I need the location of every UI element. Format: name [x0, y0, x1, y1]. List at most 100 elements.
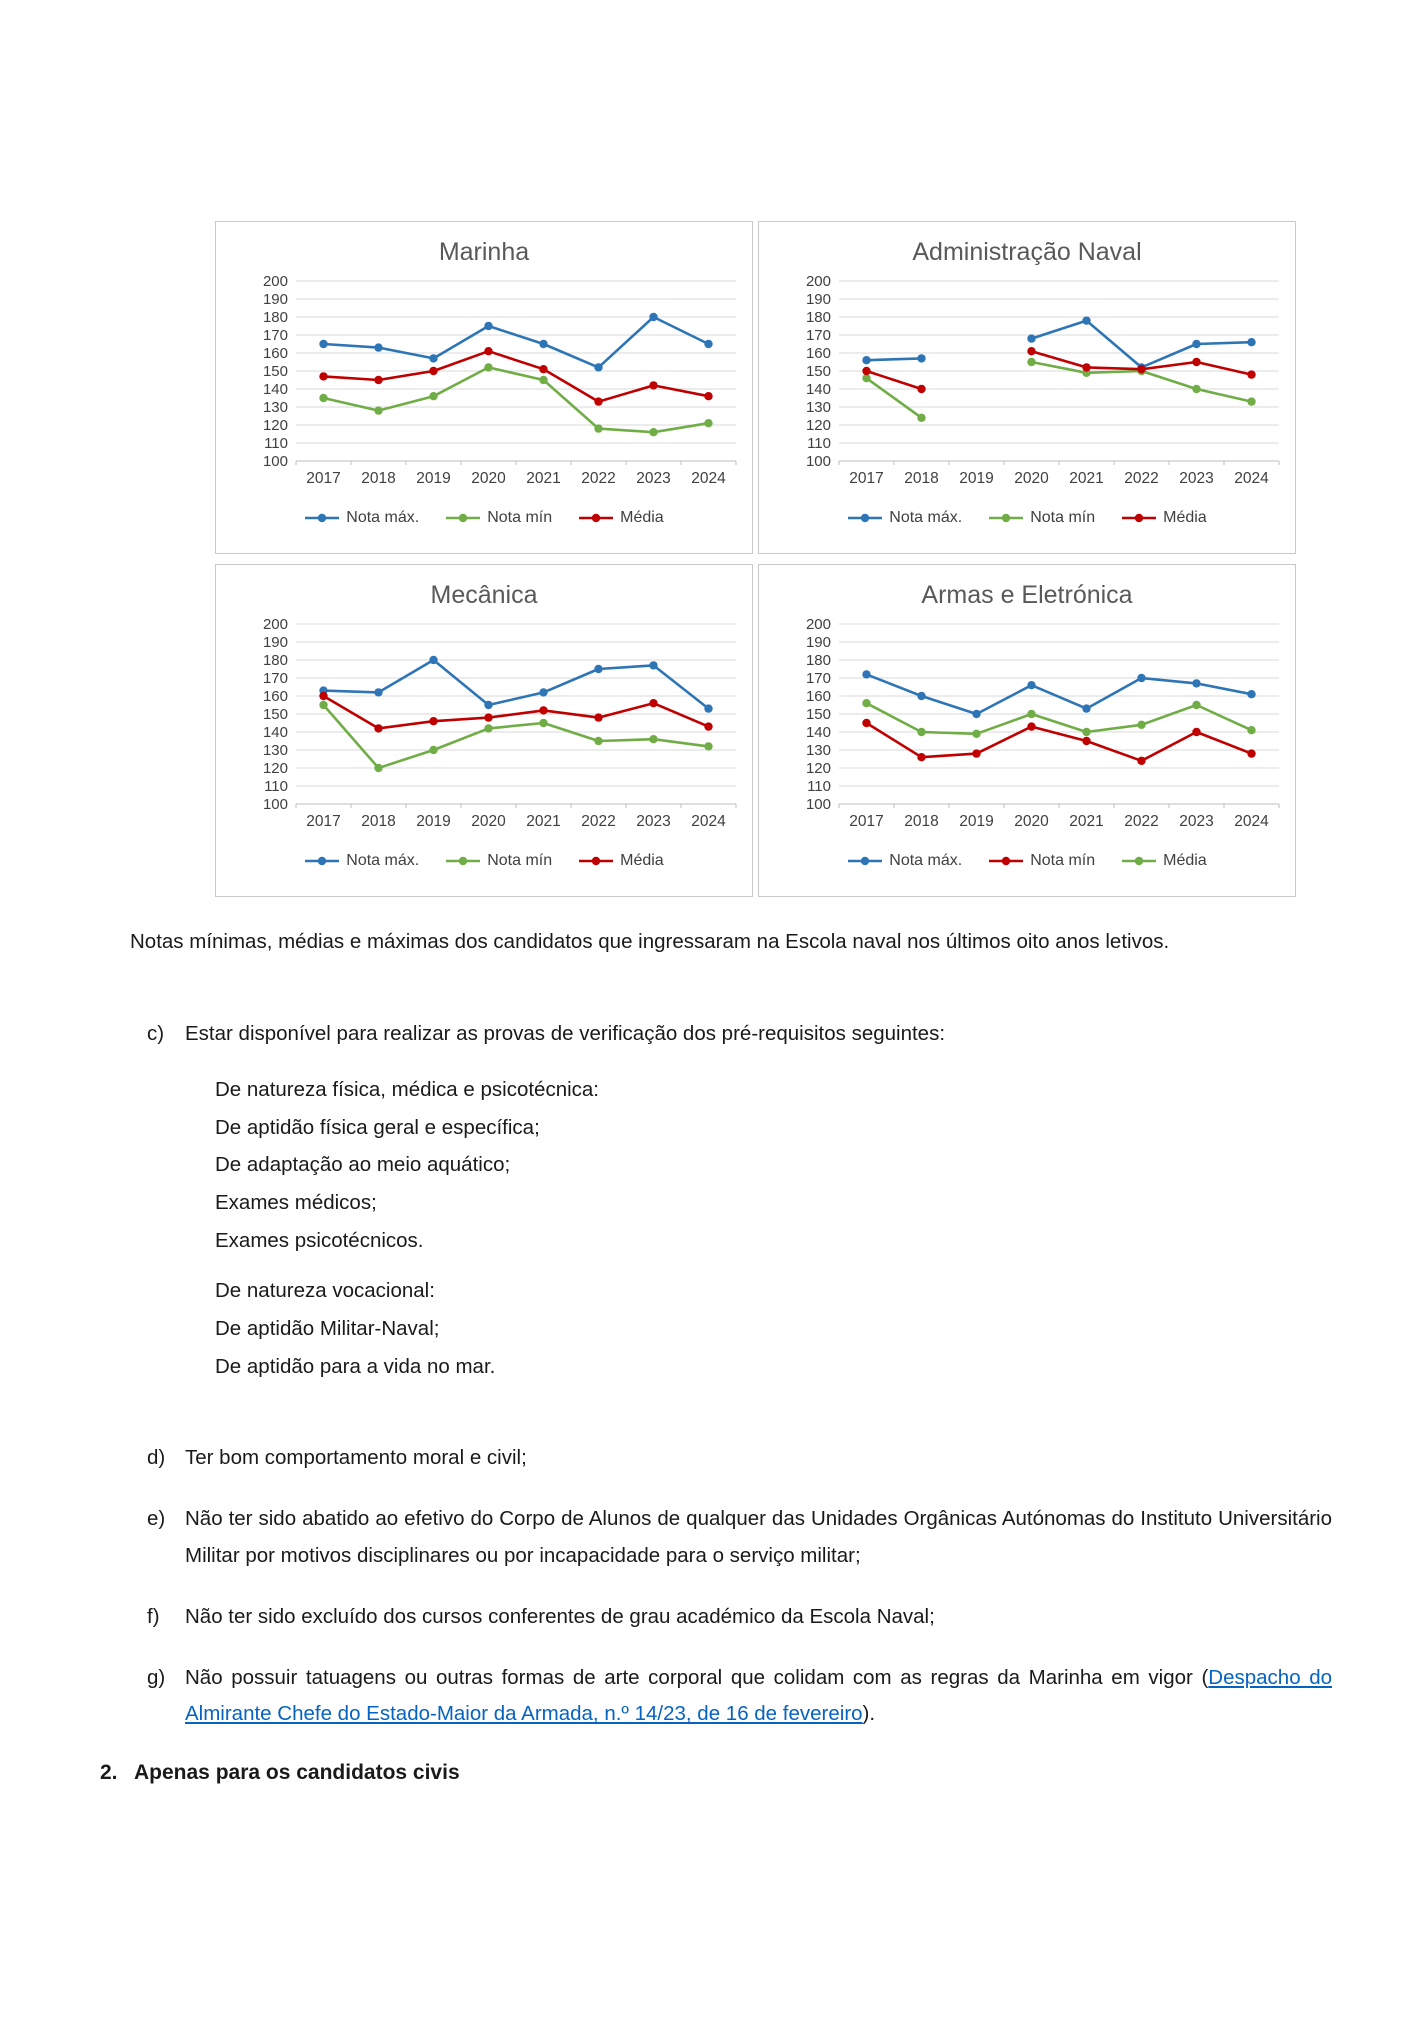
legend-label: Nota máx.	[346, 509, 420, 526]
legend-marker-icon	[305, 513, 340, 523]
legend-marker-icon	[1122, 856, 1157, 866]
svg-text:110: 110	[264, 435, 288, 452]
svg-text:140: 140	[263, 724, 288, 741]
item-text: Não possuir tatuagens ou outras formas d…	[185, 1660, 1332, 1734]
chart-plot: 100 110 120 130 140 150 160 170 180 190 200 2017 201…	[759, 269, 1295, 503]
chart-panel-armas-eletronica: Armas e Eletrónica 100 110 120 130 140 150 160…	[758, 564, 1296, 897]
legend-item: Nota mín	[445, 509, 552, 527]
svg-text:200: 200	[263, 616, 288, 633]
sub-item: De natureza vocacional:	[215, 1279, 435, 1303]
legend-label: Média	[1163, 852, 1207, 869]
item-label: c)	[147, 1021, 165, 1045]
svg-text:2019: 2019	[416, 470, 450, 487]
svg-text:190: 190	[806, 634, 831, 651]
svg-text:100: 100	[263, 453, 288, 470]
item-label: g)	[147, 1665, 166, 1689]
legend-marker-icon	[579, 856, 614, 866]
svg-text:200: 200	[806, 273, 831, 290]
svg-text:190: 190	[263, 291, 288, 308]
svg-text:150: 150	[806, 706, 831, 723]
legend-item: Média	[578, 509, 664, 527]
svg-text:170: 170	[263, 670, 288, 687]
svg-text:2024: 2024	[691, 470, 726, 487]
svg-text:130: 130	[263, 742, 288, 759]
svg-text:2023: 2023	[636, 813, 670, 830]
svg-text:120: 120	[263, 760, 288, 777]
svg-text:200: 200	[263, 273, 288, 290]
svg-text:2024: 2024	[1234, 470, 1269, 487]
legend-label: Nota máx.	[889, 509, 963, 526]
svg-text:2023: 2023	[1179, 813, 1213, 830]
legend-marker-icon	[446, 513, 481, 523]
svg-text:2024: 2024	[691, 813, 726, 830]
svg-text:180: 180	[806, 652, 831, 669]
sub-item: De adaptação ao meio aquático;	[215, 1153, 511, 1177]
svg-text:130: 130	[263, 399, 288, 416]
chart-plot: 100 110 120 130 140 150 160 170 180 190 200 2017 201…	[216, 612, 752, 846]
svg-text:2017: 2017	[849, 813, 883, 830]
legend-label: Média	[620, 509, 664, 526]
legend-label: Nota máx.	[889, 852, 963, 869]
legend-marker-icon	[1122, 513, 1157, 523]
legend-item: Nota máx.	[847, 509, 962, 527]
svg-text:2017: 2017	[849, 470, 883, 487]
svg-text:2019: 2019	[959, 470, 993, 487]
legend-item: Nota máx.	[304, 852, 419, 870]
chart-title: Administração Naval	[912, 238, 1142, 266]
svg-text:2023: 2023	[1179, 470, 1213, 487]
sub-item: Exames médicos;	[215, 1191, 377, 1215]
svg-text:170: 170	[263, 327, 288, 344]
legend-marker-icon	[989, 513, 1024, 523]
list-item-c: c) Estar disponível para realizar as pro…	[147, 1016, 1332, 1053]
item-label: d)	[147, 1446, 166, 1470]
svg-text:190: 190	[806, 291, 831, 308]
list-item-f: f) Não ter sido excluído dos cursos conf…	[147, 1599, 1332, 1636]
svg-text:190: 190	[263, 634, 288, 651]
svg-text:110: 110	[807, 778, 831, 795]
svg-text:100: 100	[806, 796, 831, 813]
legend-item: Nota máx.	[847, 852, 962, 870]
svg-text:160: 160	[263, 688, 288, 705]
legend-marker-icon	[446, 856, 481, 866]
sub-item: Exames psicotécnicos.	[215, 1229, 424, 1253]
legend-label: Média	[1163, 509, 1207, 526]
svg-text:160: 160	[806, 688, 831, 705]
svg-text:2020: 2020	[1014, 813, 1049, 830]
despacho-link[interactable]: Despacho do Almirante Chefe do Estado-Ma…	[185, 1665, 1333, 1726]
sub-item: De aptidão para a vida no mar.	[215, 1355, 496, 1379]
chart-panel-administracao-naval: Administração Naval 100 110 120 130 140 150 16…	[758, 221, 1296, 554]
svg-text:200: 200	[806, 616, 831, 633]
svg-text:160: 160	[263, 345, 288, 362]
svg-text:2018: 2018	[361, 470, 395, 487]
svg-text:2022: 2022	[1124, 813, 1158, 830]
legend-label: Nota mín	[1030, 852, 1096, 869]
svg-text:120: 120	[806, 417, 831, 434]
svg-text:2023: 2023	[636, 470, 670, 487]
charts-grid: Marinha 100 110 120 130 140 150 160 170 180 190 20…	[215, 221, 1296, 897]
svg-text:2020: 2020	[1014, 470, 1049, 487]
item-text: Ter bom comportamento moral e civil;	[185, 1446, 527, 1470]
sub-item: De aptidão física geral e específica;	[215, 1115, 540, 1139]
svg-text:2019: 2019	[416, 813, 450, 830]
chart-legend: Nota máx. Nota mín Média	[759, 509, 1295, 527]
svg-text:130: 130	[806, 399, 831, 416]
svg-text:150: 150	[263, 706, 288, 723]
svg-text:2024: 2024	[1234, 813, 1269, 830]
legend-item: Média	[578, 852, 664, 870]
legend-marker-icon	[989, 856, 1024, 866]
chart-panel-marinha: Marinha 100 110 120 130 140 150 160 170 180 190 20…	[215, 221, 753, 554]
legend-marker-icon	[848, 856, 883, 866]
svg-text:2019: 2019	[959, 813, 993, 830]
chart-panel-mecanica: Mecânica 100 110 120 130 140 150 160 170 180 190 2…	[215, 564, 753, 897]
svg-text:140: 140	[263, 381, 288, 398]
g-text-before: Não possuir tatuagens ou outras formas d…	[185, 1665, 1209, 1689]
item-text: Estar disponível para realizar as provas…	[185, 1021, 946, 1045]
svg-text:2022: 2022	[581, 470, 615, 487]
svg-text:2021: 2021	[526, 813, 560, 830]
item-label: f)	[147, 1604, 160, 1628]
svg-text:2018: 2018	[361, 813, 395, 830]
legend-item: Nota mín	[445, 852, 552, 870]
